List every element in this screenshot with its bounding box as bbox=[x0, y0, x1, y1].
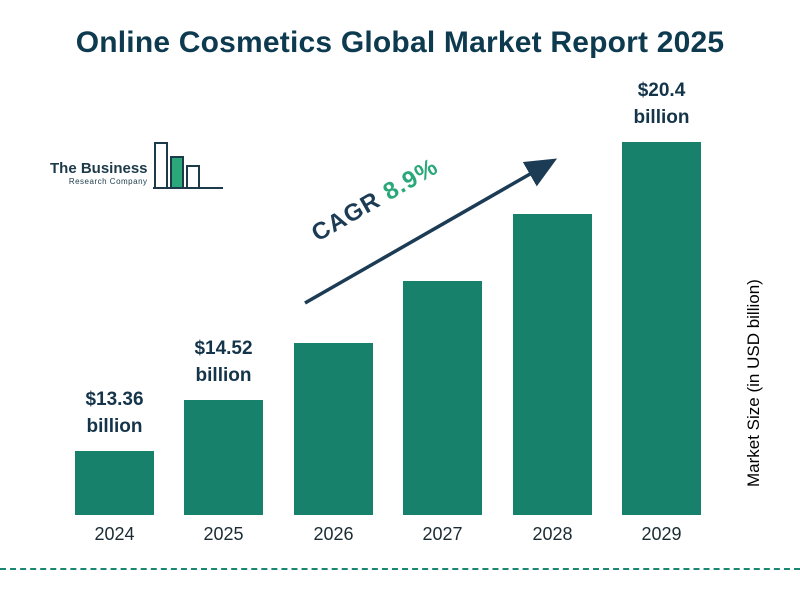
company-logo-subname: Research Company bbox=[68, 177, 148, 186]
bar bbox=[622, 142, 701, 515]
bar bbox=[184, 400, 263, 515]
bar-value-label: $20.4 billion bbox=[633, 79, 690, 129]
company-logo-name: The Business bbox=[50, 159, 148, 177]
bar bbox=[294, 343, 373, 515]
trend-arrow-icon bbox=[304, 158, 558, 305]
x-tick-label: 2025 bbox=[203, 524, 244, 544]
bar bbox=[403, 281, 482, 515]
x-tick-label: 2028 bbox=[532, 524, 573, 544]
bar bbox=[75, 451, 154, 515]
company-logo-text: The Business Research Company bbox=[50, 159, 148, 195]
company-logo: The Business Research Company bbox=[50, 140, 225, 194]
bottom-dashed-divider bbox=[0, 568, 800, 570]
x-tick-label: 2024 bbox=[94, 524, 135, 544]
bar-value-label: $13.36 billion bbox=[85, 388, 144, 438]
logo-bar-chart-icon bbox=[152, 142, 223, 189]
y-axis-label: Market Size (in USD billion) bbox=[744, 279, 763, 487]
bar bbox=[513, 214, 592, 515]
x-tick-label: 2027 bbox=[422, 524, 463, 544]
x-tick-label: 2026 bbox=[313, 524, 354, 544]
page-title: Online Cosmetics Global Market Report 20… bbox=[75, 26, 725, 59]
x-tick-label: 2029 bbox=[641, 524, 682, 544]
bar-value-label: $14.52 billion bbox=[194, 337, 253, 387]
